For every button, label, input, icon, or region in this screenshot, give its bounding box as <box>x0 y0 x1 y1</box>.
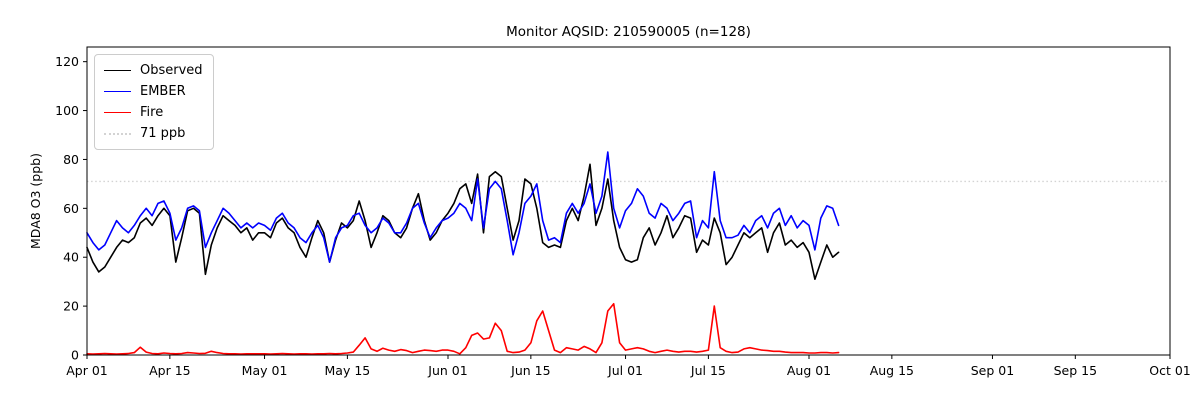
x-tick-label: Jun 15 <box>510 363 550 378</box>
x-tick-label: Sep 01 <box>971 363 1014 378</box>
legend: Observed EMBER Fire 71 ppb <box>94 54 214 150</box>
x-tick-label: Jul 01 <box>607 363 643 378</box>
series-line-fire <box>86 302 840 355</box>
legend-item-observed: Observed <box>104 60 203 81</box>
axes-frame <box>86 46 1171 356</box>
chart-title: Monitor AQSID: 210590005 (n=128) <box>506 24 751 40</box>
y-tick-label: 80 <box>63 152 79 167</box>
x-tick-label: Aug 15 <box>870 363 914 378</box>
y-tick-label: 0 <box>71 348 79 363</box>
y-tick-label: 40 <box>63 250 79 265</box>
legend-label-fire: Fire <box>140 105 164 120</box>
series-line-observed <box>86 163 840 281</box>
x-tick-label: May 01 <box>242 363 288 378</box>
x-tick-label: Jul 15 <box>690 363 726 378</box>
x-tick-label: Sep 15 <box>1054 363 1097 378</box>
y-tick-label: 60 <box>63 201 79 216</box>
y-axis-label: MDA8 O3 (ppb) <box>28 153 43 249</box>
x-tick-label: Jun 01 <box>427 363 467 378</box>
legend-label-threshold: 71 ppb <box>140 126 186 141</box>
y-tick-label: 20 <box>63 299 79 314</box>
legend-item-threshold: 71 ppb <box>104 123 203 144</box>
y-tick-label: 120 <box>55 54 79 69</box>
series-line-ember <box>86 151 840 263</box>
threshold-line-swatch <box>104 132 131 135</box>
observed-line-swatch <box>104 70 131 71</box>
ember-line-swatch <box>104 91 131 92</box>
legend-item-ember: EMBER <box>104 81 203 102</box>
x-tick-label: Oct 01 <box>1149 363 1191 378</box>
y-tick-label: 100 <box>55 103 79 118</box>
x-tick-label: Apr 01 <box>66 363 108 378</box>
legend-label-observed: Observed <box>140 63 203 78</box>
x-tick-label: May 15 <box>325 363 371 378</box>
fire-line-swatch <box>104 112 131 113</box>
x-tick-label: Aug 01 <box>787 363 831 378</box>
legend-label-ember: EMBER <box>140 84 186 99</box>
legend-item-fire: Fire <box>104 102 203 123</box>
x-tick-label: Apr 15 <box>149 363 191 378</box>
